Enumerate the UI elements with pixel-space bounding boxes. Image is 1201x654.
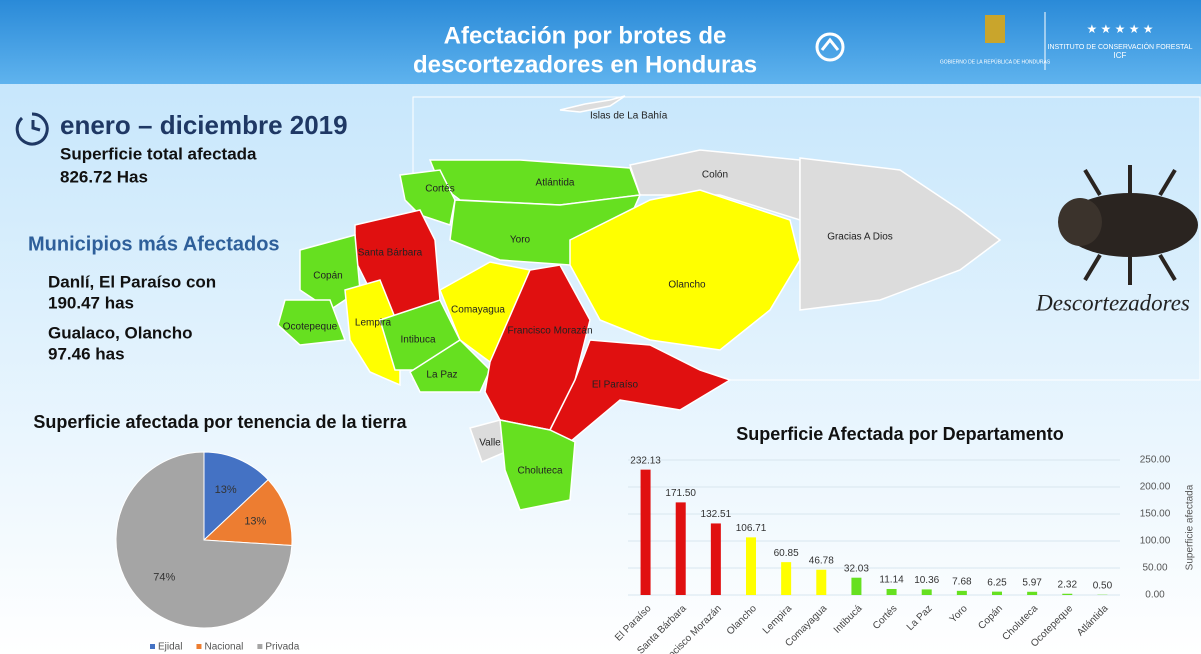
bar	[676, 502, 686, 595]
value-label: 32.03	[844, 563, 869, 574]
value-label: 10.36	[914, 575, 939, 586]
y-axis-title: Superficie afectada	[1185, 484, 1196, 570]
y-tick-label: 150.00	[1140, 509, 1171, 520]
map-label: Ocotepeque	[283, 322, 338, 333]
value-label: 2.32	[1058, 579, 1078, 590]
value-label: 60.85	[774, 548, 799, 559]
legend-swatch	[196, 644, 201, 649]
y-tick-label: 200.00	[1140, 482, 1171, 493]
map-label: Santa Bárbara	[358, 248, 423, 259]
municipio-area: 190.47 has	[48, 293, 134, 312]
slice-label: 74%	[153, 571, 175, 583]
total-label: Superficie total afectada	[60, 144, 257, 163]
map-label: Cortés	[425, 184, 454, 195]
value-label: 46.78	[809, 555, 834, 566]
map-label: Valle	[479, 438, 501, 449]
stars: ★ ★ ★ ★ ★	[1086, 22, 1153, 36]
map-label: Olancho	[668, 280, 706, 291]
value-label: 232.13	[630, 455, 661, 466]
bar	[957, 591, 967, 595]
title: Afectación por brotes de	[444, 22, 727, 49]
slice-label: 13%	[244, 515, 266, 527]
municipios-title: Municipios más Afectados	[28, 233, 280, 255]
infographic: Afectación por brotes de descortezadores…	[0, 0, 1201, 654]
bar	[641, 470, 651, 595]
value-label: 171.50	[665, 488, 696, 499]
icf-logo-text: INSTITUTO DE CONSERVACIÓN FORESTAL	[1048, 42, 1193, 51]
bar	[887, 589, 897, 595]
map-label: Choluteca	[517, 466, 562, 477]
value-label: 11.14	[879, 575, 904, 586]
value-label: 6.25	[987, 577, 1007, 588]
bar	[851, 578, 861, 595]
value-label: 132.51	[701, 509, 732, 520]
legend-swatch	[257, 644, 262, 649]
period: enero – diciembre 2019	[60, 110, 348, 140]
municipio: Gualaco, Olancho	[48, 323, 193, 342]
value-label: 7.68	[952, 576, 972, 587]
gov-crest	[985, 15, 1005, 43]
y-tick-label: 100.00	[1140, 536, 1171, 547]
map-label: Islas de La Bahía	[590, 111, 668, 122]
map-label: La Paz	[426, 370, 457, 381]
map-label: Copán	[313, 271, 342, 282]
bar	[711, 523, 721, 595]
bar	[816, 570, 826, 595]
bar	[992, 592, 1002, 595]
gov-logo-text: GOBIERNO DE LA REPÚBLICA DE HONDURAS	[940, 58, 1051, 65]
bar	[746, 537, 756, 595]
y-tick-label: 0.00	[1145, 590, 1165, 601]
legend-label: Nacional	[204, 642, 243, 653]
chart-title: Superficie Afectada por Departamento	[736, 424, 1063, 444]
map-label: Gracias A Dios	[827, 232, 893, 243]
icf-logo-text: ICF	[1114, 51, 1127, 60]
map-label: El Paraíso	[592, 380, 639, 391]
y-tick-label: 250.00	[1140, 455, 1171, 466]
bar	[1027, 592, 1037, 595]
map-label: Francisco Morazán	[507, 326, 592, 337]
legend-swatch	[150, 644, 155, 649]
value-label: 5.97	[1022, 577, 1042, 588]
title: descortezadores en Honduras	[413, 51, 757, 78]
map-label: Yoro	[510, 235, 531, 246]
map-label: Comayagua	[451, 305, 505, 316]
map-label: Atlántida	[536, 178, 575, 189]
total-value: 826.72 Has	[60, 167, 148, 186]
municipio: Danlí, El Paraíso con	[48, 272, 216, 291]
bar	[781, 562, 791, 595]
legend-label: Privada	[265, 642, 299, 653]
slice-label: 13%	[215, 484, 237, 496]
map-label: Colón	[702, 170, 728, 181]
map-label: Intibuca	[400, 335, 435, 346]
chart-title: Superficie afectada por tenencia de la t…	[33, 412, 407, 432]
value-label: 106.71	[736, 523, 767, 534]
map-label: Lempira	[355, 318, 392, 329]
bar	[1062, 594, 1072, 595]
legend-label: Ejidal	[158, 642, 182, 653]
municipio-area: 97.46 has	[48, 344, 125, 363]
beetle-caption: Descortezadores	[1035, 290, 1190, 315]
bar	[922, 589, 932, 595]
y-tick-label: 50.00	[1142, 563, 1167, 574]
value-label: 0.50	[1093, 580, 1113, 591]
